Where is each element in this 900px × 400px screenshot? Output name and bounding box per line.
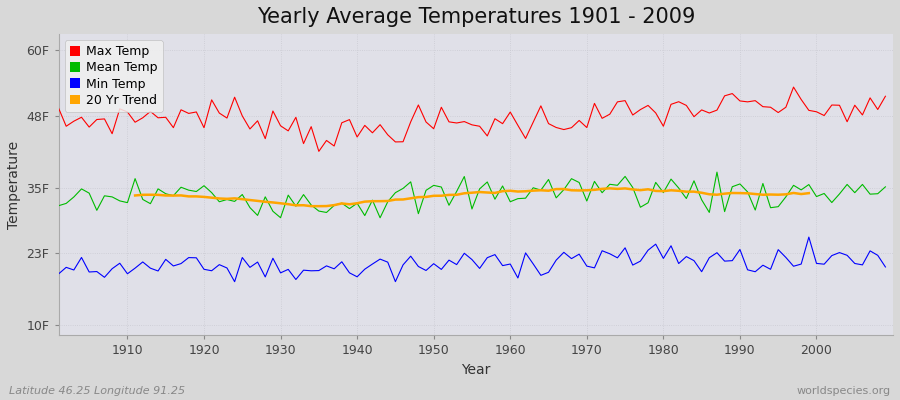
Y-axis label: Temperature: Temperature xyxy=(7,141,21,229)
Legend: Max Temp, Mean Temp, Min Temp, 20 Yr Trend: Max Temp, Mean Temp, Min Temp, 20 Yr Tre… xyxy=(65,40,163,112)
Text: worldspecies.org: worldspecies.org xyxy=(796,386,891,396)
Title: Yearly Average Temperatures 1901 - 2009: Yearly Average Temperatures 1901 - 2009 xyxy=(256,7,695,27)
X-axis label: Year: Year xyxy=(461,363,491,377)
Text: Latitude 46.25 Longitude 91.25: Latitude 46.25 Longitude 91.25 xyxy=(9,386,185,396)
